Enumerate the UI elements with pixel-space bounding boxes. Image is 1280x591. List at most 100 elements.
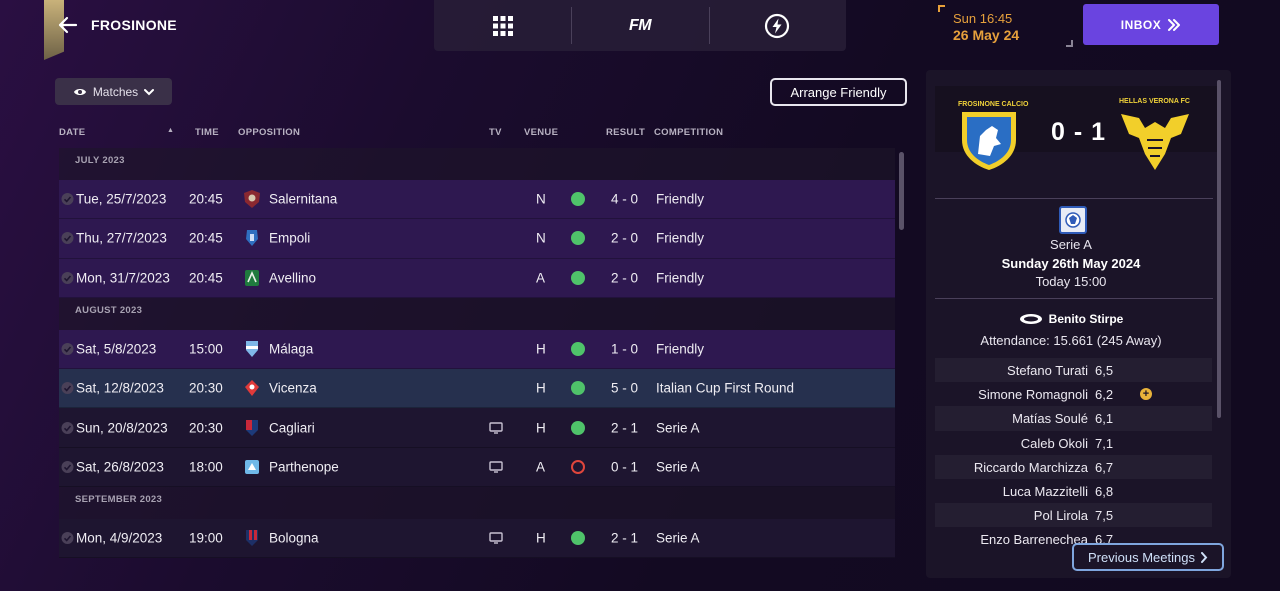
inbox-button[interactable]: INBOX	[1083, 4, 1219, 45]
table-row[interactable]: Sat, 5/8/2023 15:00 Málaga H 1 - 0 Frien…	[59, 329, 895, 370]
column-header-date[interactable]: DATE	[59, 127, 86, 138]
table-row[interactable]: Mon, 4/9/2023 19:00 Bologna H 2 - 1 Seri…	[59, 519, 895, 559]
avellino-badge-icon	[245, 269, 259, 286]
match-competition: Friendly	[656, 341, 705, 357]
result-win-indicator	[571, 420, 585, 435]
column-header-opposition[interactable]: OPPOSITION	[238, 127, 301, 138]
result-win-indicator	[571, 381, 585, 396]
opposition-name[interactable]: Málaga	[269, 341, 314, 357]
malaga-badge-icon	[246, 341, 258, 358]
opposition-name[interactable]: Cagliari	[269, 420, 315, 436]
player-rating: 6,2	[1095, 387, 1114, 403]
grid-icon	[492, 15, 513, 36]
match-time: 18:00	[189, 459, 223, 475]
match-venue: H	[536, 420, 546, 436]
table-row[interactable]: Thu, 27/7/2023 20:45 Empoli N 2 - 0 Frie…	[59, 219, 895, 259]
match-date: Mon, 31/7/2023	[76, 270, 170, 286]
opposition-name[interactable]: Bologna	[269, 530, 319, 546]
table-row[interactable]: Tue, 25/7/2023 20:45 Salernitana N 4 - 0…	[59, 180, 895, 220]
month-group-header: JULY 2023	[59, 148, 895, 180]
table-row[interactable]: Sun, 20/8/2023 20:30 Cagliari H 2 - 1 Se…	[59, 408, 895, 448]
club-color-stripe	[44, 0, 64, 60]
stadium-info[interactable]: Benito Stirpe	[926, 312, 1216, 326]
match-competition: Serie A	[656, 459, 700, 475]
panel-scrollbar[interactable]	[1217, 80, 1221, 418]
match-date: Sat, 12/8/2023	[76, 380, 164, 396]
back-button[interactable]	[56, 12, 80, 38]
hellas-verona-crest-icon[interactable]	[1119, 108, 1191, 174]
serie-a-icon[interactable]	[1059, 206, 1087, 234]
opposition-name[interactable]: Parthenope	[269, 459, 339, 475]
player-rating: 6,7	[1095, 459, 1114, 475]
opposition-name[interactable]: Vicenza	[269, 380, 317, 396]
match-time: 15:00	[189, 341, 223, 357]
list-item[interactable]: Riccardo Marchizza 6,7	[935, 454, 1212, 479]
match-summary-panel: FROSINONE CALCIO 0 - 1 HELLAS VERONA FC …	[926, 70, 1231, 578]
player-ratings-list: Stefano Turati 6,5 Simone Romagnoli 6,2 …	[935, 358, 1212, 552]
match-score: 1 - 0	[611, 341, 639, 357]
game-date-box[interactable]: Sun 16:45 26 May 24	[938, 5, 1073, 47]
column-header-result[interactable]: RESULT	[606, 127, 646, 138]
player-rating: 6,8	[1095, 483, 1114, 499]
quick-actions-button[interactable]	[708, 0, 846, 51]
column-header-time[interactable]: TIME	[195, 127, 219, 138]
player-name: Enzo Barrenechea	[980, 532, 1088, 548]
match-date: Sat, 26/8/2023	[76, 459, 164, 475]
club-name[interactable]: FROSINONE	[91, 17, 177, 33]
game-time: Sun 16:45	[953, 11, 1013, 26]
list-item[interactable]: Matías Soulé 6,1	[935, 406, 1212, 431]
result-win-indicator	[571, 531, 585, 546]
sort-ascending-icon: ▲	[167, 127, 175, 134]
vicenza-badge-icon	[245, 380, 259, 397]
match-date: Sun, 20/8/2023	[76, 420, 168, 436]
fixtures-table: DATE ▲ TIME OPPOSITION TV VENUE RESULT C…	[59, 118, 895, 559]
previous-meetings-button[interactable]: Previous Meetings	[1072, 543, 1224, 571]
chevron-down-icon	[144, 88, 155, 95]
competition-name[interactable]: Serie A	[1050, 237, 1092, 252]
table-scrollbar[interactable]	[899, 152, 904, 230]
match-score: 0 - 1	[611, 459, 639, 475]
previous-meetings-label: Previous Meetings	[1088, 549, 1195, 565]
column-header-competition[interactable]: COMPETITION	[654, 127, 724, 138]
match-competition: Italian Cup First Round	[656, 380, 795, 396]
tv-icon	[489, 532, 503, 544]
opposition-name[interactable]: Salernitana	[269, 191, 338, 207]
result-loss-indicator	[571, 459, 585, 474]
frosinone-crest-icon[interactable]	[958, 110, 1020, 172]
match-score: 2 - 0	[611, 270, 639, 286]
match-score: 4 - 0	[611, 191, 639, 207]
salernitana-badge-icon	[244, 190, 260, 209]
month-label: AUGUST 2023	[75, 304, 143, 316]
attendance: Attendance: 15.661 (245 Away)	[980, 333, 1162, 348]
list-item[interactable]: Pol Lirola 7,5	[935, 503, 1212, 528]
arrange-friendly-button[interactable]: Arrange Friendly	[770, 78, 907, 106]
table-row[interactable]: Sat, 26/8/2023 18:00 Parthenope A 0 - 1 …	[59, 447, 895, 488]
match-competition: Friendly	[656, 230, 705, 246]
match-date: Mon, 4/9/2023	[76, 530, 163, 546]
match-competition: Serie A	[656, 530, 700, 546]
player-rating: 6,1	[1095, 411, 1114, 427]
opposition-name[interactable]: Avellino	[269, 270, 317, 286]
match-venue: A	[536, 270, 546, 286]
match-competition: Serie A	[656, 420, 700, 436]
table-row[interactable]: Mon, 31/7/2023 20:45 Avellino A 2 - 0 Fr…	[59, 258, 895, 298]
grid-menu-button[interactable]	[434, 0, 571, 51]
month-group-header: SEPTEMBER 2023	[59, 487, 895, 520]
list-item[interactable]: Luca Mazzitelli 6,8	[935, 479, 1212, 503]
column-header-tv[interactable]: TV	[489, 127, 502, 138]
column-header-venue[interactable]: VENUE	[524, 127, 559, 138]
list-item[interactable]: Stefano Turati 6,5	[935, 358, 1212, 383]
list-item[interactable]: Caleb Okoli 7,1	[935, 431, 1212, 455]
check-icon	[61, 343, 74, 356]
substitution-icon: +	[1140, 388, 1152, 401]
list-item[interactable]: Simone Romagnoli 6,2 +	[935, 382, 1212, 406]
final-score: 0 - 1	[1050, 118, 1107, 146]
stadium-name: Benito Stirpe	[1048, 312, 1124, 326]
match-venue: H	[536, 530, 546, 546]
fm-home-button[interactable]: FM	[571, 0, 708, 51]
view-dropdown[interactable]: Matches	[55, 78, 172, 105]
match-time: 20:30	[189, 380, 223, 396]
check-icon	[61, 382, 74, 395]
opposition-name[interactable]: Empoli	[269, 230, 311, 246]
table-row[interactable]: Sat, 12/8/2023 20:30 Vicenza H 5 - 0 Ita…	[59, 369, 895, 409]
